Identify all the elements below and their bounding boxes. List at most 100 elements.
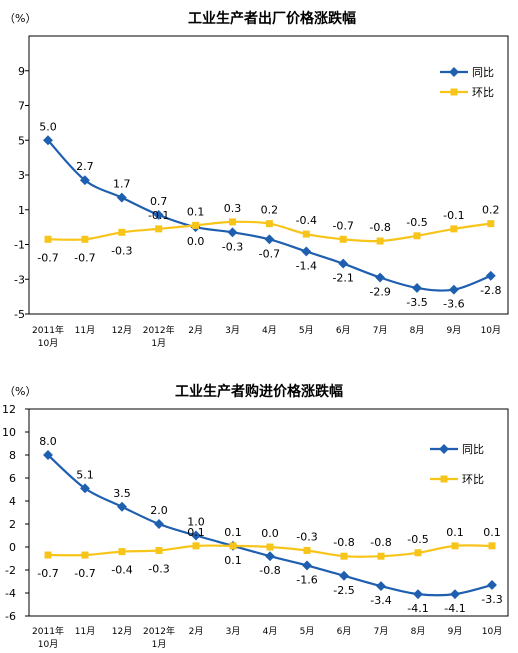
legend-label-mom: 环比 [472, 86, 494, 99]
data-label-yoy: -1.4 [296, 259, 317, 272]
y-tick-label: 10 [2, 426, 16, 439]
data-label-yoy: 2.0 [150, 504, 168, 517]
data-point-mom [155, 225, 163, 233]
data-label-mom: 0.2 [261, 204, 279, 217]
data-label-yoy: 0.0 [187, 235, 205, 248]
data-point-yoy [302, 560, 312, 571]
data-point-yoy [227, 227, 238, 238]
data-point-mom [118, 548, 126, 556]
x-tick-label: 8月 [411, 626, 426, 637]
legend-label-yoy: 同比 [462, 443, 484, 456]
data-point-yoy [43, 135, 53, 146]
chart2-title: 工业生产者购进价格涨跌幅 [175, 384, 343, 400]
data-label-yoy: -0.8 [259, 564, 280, 577]
data-point-mom [450, 225, 458, 233]
data-point-yoy [450, 589, 460, 600]
data-point-yoy [485, 270, 496, 281]
chart2-unit: （%） [4, 385, 37, 398]
data-label-mom: 0.1 [187, 526, 205, 539]
x-tick-label: 12月 [112, 325, 132, 336]
data-label-yoy: -4.1 [444, 602, 465, 615]
data-label-mom: -0.7 [74, 251, 95, 264]
data-label-yoy: 0.7 [150, 195, 168, 208]
chart2-plot: -6 -4 -2 0 2 4 6 8 10 12 2011年 10月 11月 12月 2012年 1月 2月 3月… [2, 403, 509, 650]
data-label-yoy: -3.3 [481, 593, 502, 606]
data-point-yoy [413, 589, 423, 600]
y-tick-label: 3 [18, 169, 25, 182]
plot-frame [28, 408, 509, 617]
data-point-mom [265, 220, 273, 228]
data-label-mom: -0.1 [148, 209, 169, 222]
data-label-mom: 0.3 [224, 202, 242, 215]
y-tick-label: 6 [9, 472, 16, 485]
data-point-mom [229, 542, 237, 550]
x-tick-label: 2011年 10月 [32, 324, 64, 349]
data-label-yoy: -3.4 [370, 594, 391, 607]
data-label-yoy: -2.1 [332, 272, 353, 285]
data-point-mom [377, 552, 385, 560]
data-point-mom [303, 546, 311, 554]
data-label-yoy: -2.9 [369, 286, 390, 299]
data-point-yoy [487, 580, 497, 590]
data-label-mom: -0.3 [296, 530, 317, 543]
y-tick-label: -5 [14, 308, 25, 321]
data-label-yoy: 5.1 [76, 468, 94, 481]
y-tick-label: 9 [18, 65, 25, 78]
x-tick-label: 11月 [75, 626, 95, 637]
y-tick-label: 12 [2, 403, 16, 416]
x-tick-label: 3月 [225, 325, 240, 336]
y-tick-label: -1 [14, 239, 25, 252]
data-point-mom [192, 542, 200, 550]
data-label-yoy: -0.7 [259, 247, 280, 260]
data-point-yoy [153, 210, 164, 220]
data-point-yoy [154, 519, 164, 529]
data-label-yoy: -1.6 [296, 573, 317, 586]
data-label-yoy: 5.0 [39, 120, 57, 133]
data-point-mom [376, 237, 384, 245]
data-point-mom [44, 235, 52, 243]
data-label-yoy: 1.0 [187, 516, 205, 529]
x-tick-label: 5月 [299, 325, 314, 336]
data-label-mom: -0.8 [369, 221, 390, 234]
x-tick-label: 7月 [373, 325, 388, 336]
x-tick-label: 4月 [262, 325, 277, 336]
chart1-unit: （%） [4, 12, 37, 25]
data-label-mom: -0.5 [406, 216, 427, 229]
x-tick-label: 5月 [300, 626, 315, 637]
data-point-mom [413, 232, 421, 240]
y-tick-label: 8 [9, 449, 16, 462]
data-label-yoy: -4.1 [407, 602, 428, 615]
data-label-yoy: 1.7 [113, 178, 131, 191]
data-point-yoy [376, 581, 386, 592]
legend-marker-mom [450, 88, 458, 96]
chart1-title: 工业生产者出厂价格涨跌幅 [188, 11, 356, 27]
data-label-yoy: -3.5 [406, 296, 427, 309]
data-label-mom: 0.2 [482, 204, 500, 217]
x-tick-label: 9月 [447, 325, 462, 336]
data-point-mom [414, 549, 422, 557]
data-label-mom: -0.5 [407, 533, 428, 546]
data-label-yoy: 8.0 [39, 435, 57, 448]
y-tick-label: 1 [18, 204, 25, 217]
data-point-yoy [116, 192, 127, 203]
x-tick-label: 2012年 1月 [143, 625, 175, 650]
legend-marker-yoy [449, 67, 459, 77]
data-label-yoy: 2.7 [76, 160, 94, 173]
data-point-mom [118, 228, 126, 236]
data-point-mom [488, 542, 496, 550]
legend-label-mom: 环比 [462, 473, 484, 486]
x-tick-label: 3月 [226, 626, 241, 637]
x-tick-label: 4月 [263, 626, 278, 637]
data-label-mom: 0.1 [483, 526, 501, 539]
y-tick-label: 7 [18, 100, 25, 113]
data-point-yoy [264, 234, 275, 245]
data-label-mom: -0.1 [443, 209, 464, 222]
y-tick-label: 4 [9, 495, 16, 508]
plot-frame [28, 35, 509, 315]
x-tick-label: 2月 [189, 626, 204, 637]
x-tick-label: 2011年 10月 [32, 625, 64, 650]
data-point-yoy [375, 272, 386, 283]
data-label-mom: -0.4 [296, 214, 317, 227]
data-point-mom [487, 220, 495, 228]
